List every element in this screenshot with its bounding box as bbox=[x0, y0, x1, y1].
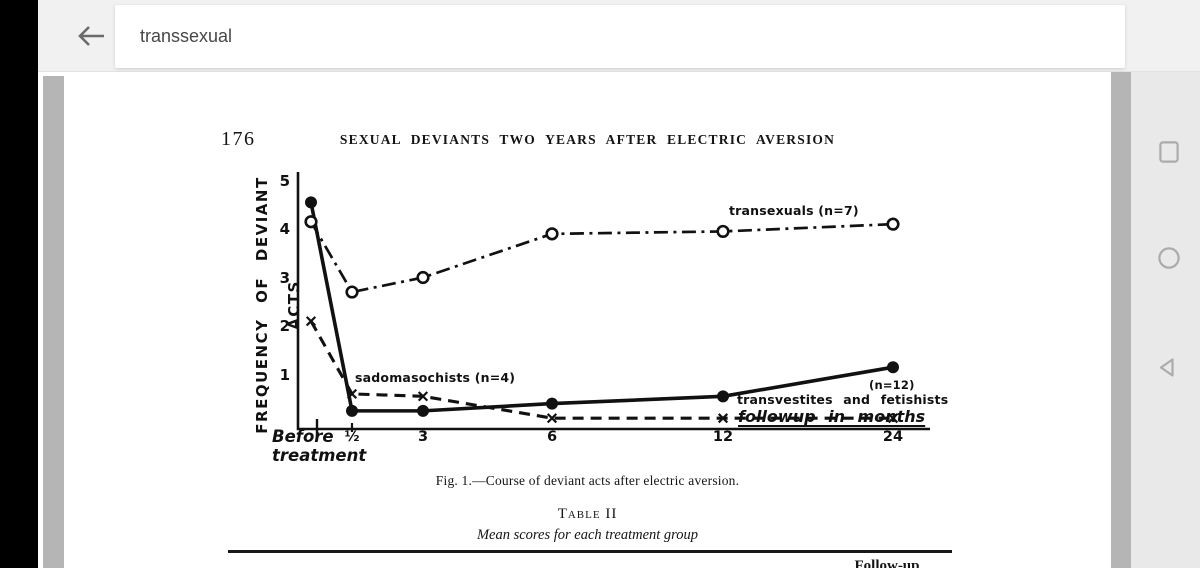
x-tick-label: 6 bbox=[546, 429, 558, 445]
circle-icon bbox=[1158, 247, 1180, 272]
page-gutter-left bbox=[43, 76, 64, 568]
y-tick-label: 1 bbox=[279, 365, 290, 384]
y-tick-label: 5 bbox=[279, 171, 290, 190]
table-column-header-followup: Follow-up bbox=[854, 558, 920, 568]
search-query-text: transsexual bbox=[140, 26, 233, 46]
x-tick-label: 3 bbox=[417, 429, 429, 445]
search-input[interactable]: transsexual bbox=[115, 5, 1125, 68]
y-tick-label: 2 bbox=[279, 317, 290, 335]
square-icon bbox=[1159, 141, 1179, 166]
back-button[interactable] bbox=[72, 21, 110, 53]
x-tick-label: 24 bbox=[882, 429, 904, 445]
table-subtitle: Mean scores for each treatment group bbox=[476, 527, 699, 543]
back-nav-button[interactable] bbox=[1156, 356, 1179, 382]
arrow-left-icon bbox=[74, 26, 108, 54]
before-label-line2: treatment bbox=[272, 446, 367, 465]
before-label-line1: Before bbox=[272, 427, 334, 446]
y-axis-label: FREQUENCY OF DEVIANT ACTS bbox=[253, 176, 303, 434]
x-tick-label: ½ bbox=[344, 429, 360, 445]
x-tick-label-before: Before treatment bbox=[272, 427, 366, 465]
triangle-icon bbox=[1156, 358, 1179, 382]
page-gutter-right bbox=[1111, 72, 1131, 568]
series-label-transexuals: transexuals (n=7) bbox=[729, 203, 859, 218]
y-tick-label: 3 bbox=[279, 268, 290, 287]
android-navbar bbox=[1131, 72, 1200, 568]
recents-button[interactable] bbox=[1159, 141, 1179, 166]
table-top-rule bbox=[228, 550, 952, 553]
series-label-sadomasochists: sadomasochists (n=4) bbox=[355, 370, 516, 385]
left-black-bar bbox=[0, 0, 38, 568]
series-label-transvestites: transvestites and fetishists bbox=[737, 392, 949, 407]
search-toolbar: transsexual bbox=[38, 0, 1200, 72]
running-title: SEXUAL DEVIANTS TWO YEARS AFTER ELECTRIC… bbox=[339, 132, 836, 147]
table-title: Table II bbox=[557, 506, 618, 522]
page-number: 176 bbox=[221, 128, 256, 150]
home-button[interactable] bbox=[1158, 247, 1180, 272]
x-axis-label: followup in months bbox=[738, 407, 926, 426]
series-label-transvestites-n: (n=12) bbox=[869, 378, 915, 392]
y-tick-label: 4 bbox=[279, 220, 290, 238]
x-tick-label: 12 bbox=[712, 429, 734, 445]
figure-caption: Fig. 1.—Course of deviant acts after ele… bbox=[435, 473, 740, 488]
